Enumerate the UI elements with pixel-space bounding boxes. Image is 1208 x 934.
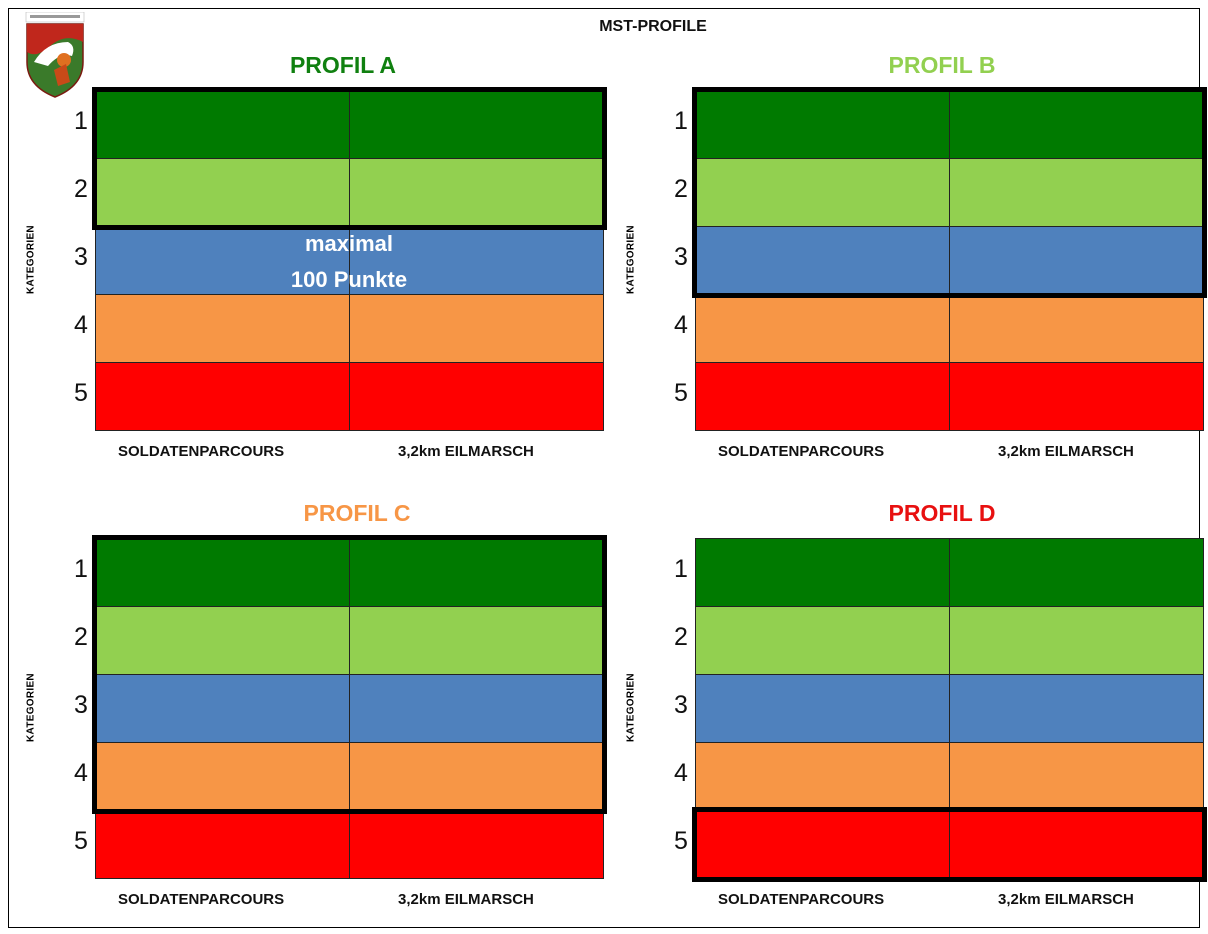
category-cell — [349, 606, 604, 675]
category-axis-label: KATEGORIEN — [25, 225, 37, 294]
category-cell — [95, 90, 350, 159]
max-points-note-line2: 100 Punkte — [290, 267, 408, 292]
category-cell — [695, 674, 950, 743]
highlight-frame — [92, 535, 607, 814]
highlight-frame — [692, 87, 1207, 298]
category-number: 5 — [74, 827, 88, 855]
column-label: 3,2km EILMARSCH — [998, 891, 1134, 908]
category-number: 5 — [674, 379, 688, 407]
category-cell — [949, 226, 1204, 295]
category-cell — [95, 294, 350, 363]
category-cell — [949, 810, 1204, 879]
category-cell — [949, 294, 1204, 363]
category-cell — [95, 606, 350, 675]
category-cell — [949, 362, 1204, 431]
category-cell — [949, 538, 1204, 607]
profile-panel: PROFIL C KATEGORIEN 1 2 3 4 5 SOLDATENPARCOURS 3… — [0, 493, 607, 923]
highlight-frame — [92, 87, 607, 230]
category-number: 1 — [674, 555, 688, 583]
category-number: 2 — [74, 623, 88, 651]
category-number: 1 — [674, 107, 688, 135]
category-number: 4 — [74, 759, 88, 787]
category-cell — [95, 810, 350, 879]
profile-panel: PROFIL D KATEGORIEN 1 2 3 4 5 SOLDATENPARCOURS 3… — [600, 493, 1207, 923]
category-cell — [695, 90, 950, 159]
highlight-frame — [692, 807, 1207, 882]
category-number: 2 — [674, 623, 688, 651]
regiment-crest-logo — [25, 12, 85, 98]
category-cell — [695, 294, 950, 363]
category-cell — [695, 742, 950, 811]
category-cell — [695, 362, 950, 431]
category-axis-label: KATEGORIEN — [625, 225, 637, 294]
category-number: 3 — [674, 243, 688, 271]
column-label: 3,2km EILMARSCH — [998, 443, 1134, 460]
category-number: 4 — [674, 311, 688, 339]
profile-title: PROFIL C — [303, 500, 411, 526]
column-label: SOLDATENPARCOURS — [118, 443, 285, 460]
max-points-note-line1: maximal — [304, 231, 394, 256]
category-cell — [695, 810, 950, 879]
column-label: SOLDATENPARCOURS — [118, 891, 285, 908]
category-cell — [349, 362, 604, 431]
column-label: 3,2km EILMARSCH — [398, 443, 534, 460]
max-points-note: maximal 100 Punkte — [95, 226, 603, 298]
category-number: 2 — [74, 175, 88, 203]
category-number: 4 — [674, 759, 688, 787]
category-cell — [695, 606, 950, 675]
page-title: MST-PROFILE — [599, 18, 707, 35]
category-number: 4 — [74, 311, 88, 339]
category-cell — [95, 226, 350, 295]
category-axis-label: KATEGORIEN — [25, 673, 37, 742]
category-cell — [349, 294, 604, 363]
category-cell — [695, 538, 950, 607]
profile-panel: PROFIL B KATEGORIEN 1 2 3 4 5 SOLDATENPARCOURS 3… — [600, 45, 1207, 475]
category-number: 5 — [674, 827, 688, 855]
profile-title: PROFIL B — [888, 52, 996, 78]
category-number: 1 — [74, 107, 88, 135]
category-number: 3 — [74, 243, 88, 271]
category-cell — [949, 158, 1204, 227]
category-cell — [695, 226, 950, 295]
category-number: 2 — [674, 175, 688, 203]
category-cell — [949, 742, 1204, 811]
category-number: 5 — [74, 379, 88, 407]
category-cell — [949, 606, 1204, 675]
category-cell — [349, 810, 604, 879]
page-frame — [8, 8, 1200, 928]
category-cell — [349, 158, 604, 227]
profile-title: PROFIL D — [888, 500, 996, 526]
column-label: SOLDATENPARCOURS — [718, 443, 885, 460]
profile-title: PROFIL A — [289, 52, 397, 78]
category-cell — [949, 674, 1204, 743]
category-number: 1 — [74, 555, 88, 583]
category-number: 3 — [74, 691, 88, 719]
category-axis-label: KATEGORIEN — [625, 673, 637, 742]
category-cell — [95, 362, 350, 431]
category-number: 3 — [674, 691, 688, 719]
profile-panel: PROFIL A KATEGORIEN 1 2 3 4 5 maximal 100 Punkte… — [0, 45, 607, 475]
column-label: SOLDATENPARCOURS — [718, 891, 885, 908]
column-label: 3,2km EILMARSCH — [398, 891, 534, 908]
